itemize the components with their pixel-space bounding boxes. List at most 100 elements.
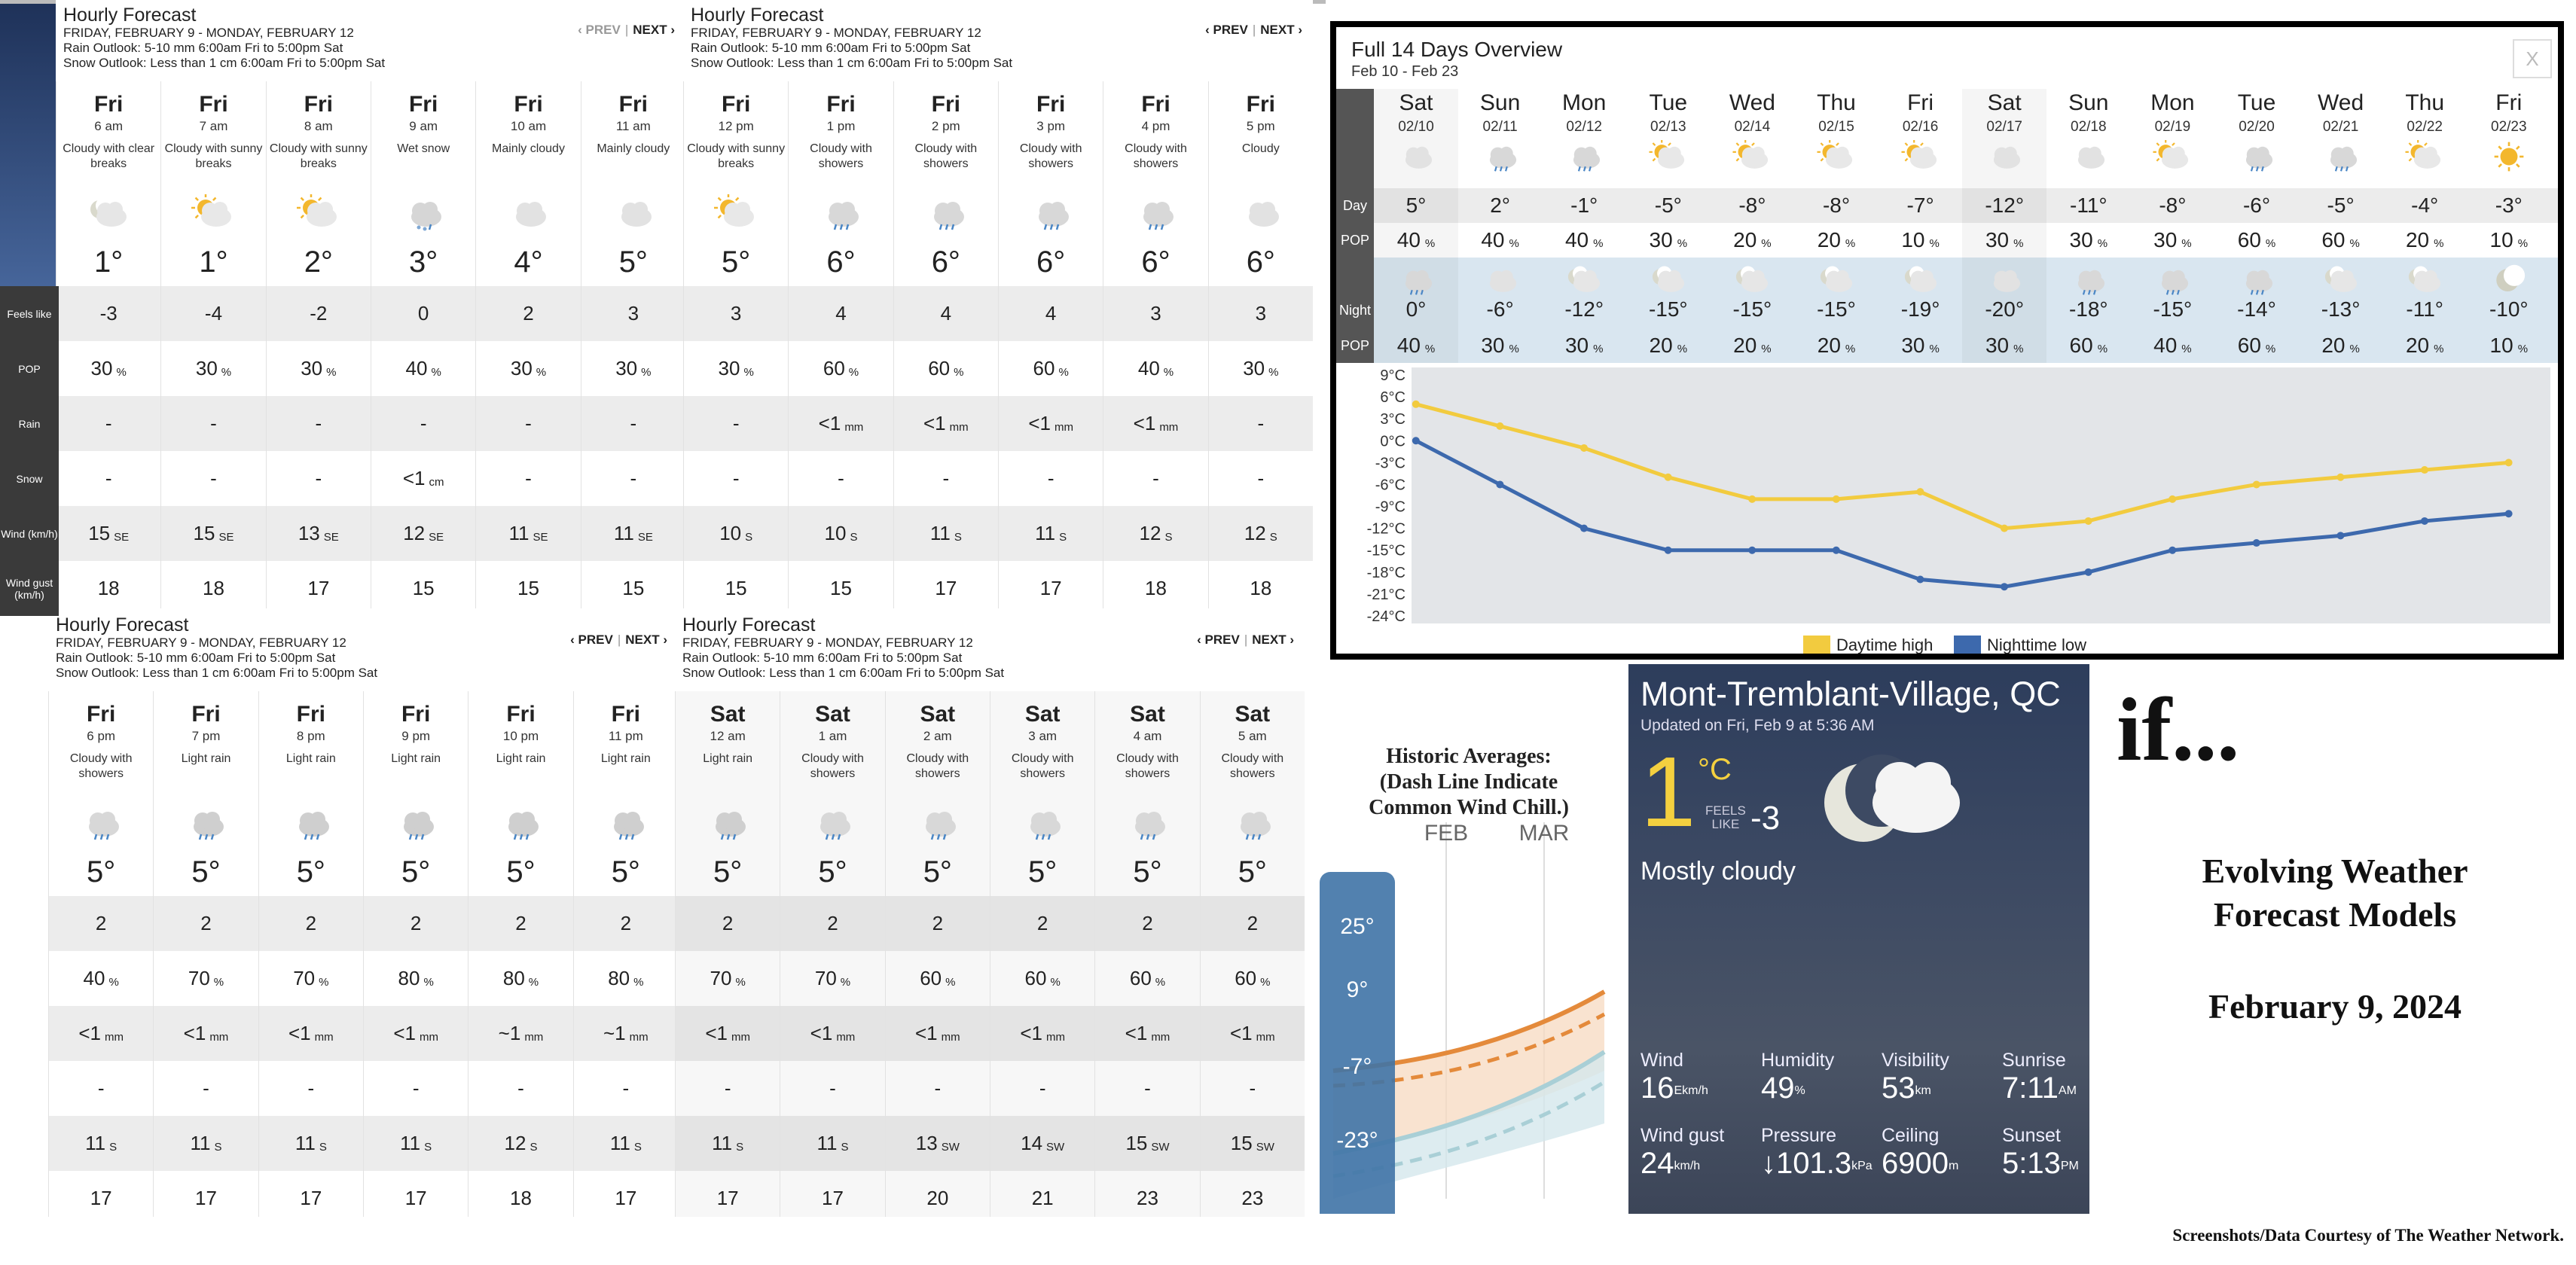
wind-gust-value: 15: [830, 577, 852, 599]
temperature: 6°: [931, 245, 960, 279]
next-button[interactable]: NEXT ›: [625, 632, 667, 647]
data-point: [1664, 473, 1672, 481]
historic-subtitle-2: Common Wind Chill.): [1369, 796, 1569, 819]
wind-value: 12 SE: [403, 522, 444, 544]
overview-day-column: Thu 02/15 -8° 20% -15° 20%: [1794, 89, 1879, 363]
historic-scale-label: 9°: [1347, 977, 1369, 1002]
pop-value: 30%: [718, 357, 754, 380]
forecast-column: Fri 2 pm Cloudy with showers 6° 4 60% <1…: [893, 81, 998, 608]
rain-outlook: Rain Outlook: 5-10 mm 6:00am Fri to 5:00…: [691, 41, 971, 55]
data-point: [2421, 517, 2428, 525]
temperature: 5°: [611, 855, 640, 889]
overview-day-pop: 60%: [2321, 228, 2360, 251]
close-button[interactable]: X: [2513, 39, 2552, 78]
showers-icon: [1027, 194, 1075, 232]
temperature: 1°: [199, 245, 228, 279]
wind-value: 11 S: [712, 1132, 744, 1154]
snow-outlook: Snow Outlook: Less than 1 cm 6:00am Fri …: [56, 666, 378, 680]
snow-value: -: [517, 1077, 524, 1099]
overview-date: 02/11: [1482, 119, 1518, 135]
wind-gust-value: 18: [510, 1187, 532, 1209]
data-point: [1832, 546, 1840, 554]
overview-day-name: Thu: [2405, 90, 2445, 115]
temperature: 5°: [296, 855, 325, 889]
y-tick-label: -15°C: [1367, 543, 1406, 559]
condition-text: Light rain: [181, 752, 231, 765]
overview-night-pop: 20%: [2405, 334, 2444, 357]
forecast-column: Sat 3 am Cloudy with showers 5° 2 60% <1…: [990, 691, 1094, 1217]
feels-like-value: 4: [1045, 302, 1057, 325]
snow-value: -: [630, 467, 637, 489]
temperature: 6°: [1036, 245, 1066, 279]
forecast-grid: Fri 6 pm Cloudy with showers 5° 2 40% <1…: [48, 691, 678, 1217]
cloud-icon: [609, 194, 658, 232]
historic-low-windchill-line: [1332, 1080, 1606, 1178]
prev-button[interactable]: ‹ PREV: [1205, 23, 1248, 37]
overview-day-column: Tue 02/13 -5° 30% -15° 20%: [1626, 89, 1711, 363]
credit-text: Screenshots/Data Courtesy of The Weather…: [2172, 1226, 2564, 1245]
rain-value: <1 mm: [1125, 1022, 1170, 1044]
stat-value: 5:13PM: [2002, 1147, 2079, 1180]
snow-outlook: Snow Outlook: Less than 1 cm 6:00am Fri …: [682, 666, 1005, 680]
hour-label: 7 pm: [191, 729, 221, 743]
overview-day-column: Mon 02/19 -8° 30% -15° 40%: [2130, 89, 2214, 363]
y-tick-label: -18°C: [1367, 565, 1406, 581]
wind-gust-value: 18: [1250, 577, 1272, 599]
rain-icon: [704, 804, 752, 842]
hour-label: 12 am: [710, 729, 746, 743]
pager: ‹ PREV | NEXT ›: [1205, 23, 1302, 37]
temperature: 6°: [826, 245, 856, 279]
forecast-column: Fri 10 pm Light rain 5° 2 80% ~1 mm - 12 S…: [468, 691, 572, 1217]
hour-label: 8 am: [304, 119, 333, 133]
panel-header: Hourly Forecast FRIDAY, FEBRUARY 9 - MON…: [56, 0, 685, 81]
overview-low: -18°: [2068, 297, 2108, 321]
overview-day-pop: 10%: [1901, 228, 1940, 251]
prev-button[interactable]: ‹ PREV: [570, 632, 613, 647]
rain-value: <1 mm: [393, 1022, 438, 1044]
data-point: [1580, 524, 1588, 532]
overview-high: -3°: [2495, 194, 2523, 217]
stat-value: 53km: [1882, 1071, 1931, 1105]
overview-night-pop: 20%: [2321, 334, 2360, 357]
showers-icon: [2067, 264, 2111, 297]
row-label-wind: Wind (km/h): [0, 506, 59, 561]
temperature: 5°: [722, 245, 751, 279]
temperature: 3°: [409, 245, 438, 279]
overview-high: -1°: [1570, 194, 1598, 217]
panel-title: Hourly Forecast: [691, 5, 824, 26]
wind-value: 11 S: [400, 1132, 432, 1154]
cloud-icon: [1982, 264, 2026, 297]
overview-low: -20°: [1985, 297, 2025, 321]
snow-value: -: [1249, 1077, 1256, 1099]
pop-value: 80%: [398, 967, 434, 989]
rain-value: <1 mm: [1020, 1022, 1065, 1044]
condition-text: Mostly cloudy: [1641, 857, 1796, 886]
overview-low: -15°: [1732, 297, 1772, 321]
feels-like-value: 2: [305, 912, 317, 934]
data-point: [2084, 517, 2092, 525]
wind-gust-value: 15: [517, 577, 539, 599]
wind-value: 12 S: [1139, 522, 1173, 544]
next-button[interactable]: NEXT ›: [1260, 23, 1302, 37]
hour-label: 11 am: [615, 119, 651, 133]
feels-like-value: -4: [204, 302, 223, 325]
stat-sunset: Sunset 5:13PM: [2002, 1125, 2123, 1180]
overview-night-pop: 40%: [1396, 334, 1436, 357]
stat-label: Ceiling: [1882, 1125, 1940, 1146]
wind-gust-value: 20: [926, 1187, 949, 1209]
prev-button[interactable]: ‹ PREV: [578, 23, 621, 37]
overview-day-pop: 30%: [2153, 228, 2192, 251]
overview-day-name: Mon: [1562, 90, 1607, 115]
pop-value: 30%: [615, 357, 652, 380]
next-button[interactable]: NEXT ›: [633, 23, 675, 37]
pop-value: 60%: [823, 357, 859, 380]
next-button[interactable]: NEXT ›: [1252, 632, 1294, 647]
overview-day-name: Sat: [1987, 90, 2022, 115]
feels-like-value: 3: [1255, 302, 1267, 325]
data-point: [1496, 480, 1504, 489]
prev-button[interactable]: ‹ PREV: [1197, 632, 1240, 647]
panel-title: Hourly Forecast: [682, 614, 816, 636]
snow-value: -: [732, 467, 740, 489]
condition-text: Cloudy with showers: [1011, 752, 1074, 780]
night-partly-cloudy-icon: [2403, 264, 2446, 297]
